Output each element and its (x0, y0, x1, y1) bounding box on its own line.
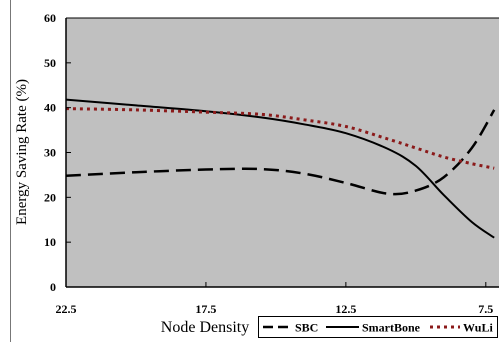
y-tick-label: 30 (44, 146, 56, 160)
y-tick-label: 60 (44, 11, 56, 25)
x-tick-label: 17.5 (195, 302, 216, 316)
y-tick-label: 20 (44, 190, 56, 204)
x-tick-label: 12.5 (335, 302, 356, 316)
x-tick-label: 22.5 (56, 302, 77, 316)
legend-label-sbc: SBC (295, 321, 318, 335)
legend-label-wuli: WuLi (463, 321, 493, 335)
y-tick-label: 10 (44, 235, 56, 249)
y-axis-label: Energy Saving Rate (%) (14, 79, 30, 225)
y-tick-label: 40 (44, 101, 56, 115)
x-axis-label: Node Density (161, 319, 249, 336)
series-line-smartbone (66, 98, 495, 239)
legend: SBC SmartBone WuLi (258, 316, 498, 338)
legend-label-smartbone: SmartBone (362, 321, 421, 335)
x-tick-label: 7.5 (478, 302, 493, 316)
axes-layer: 0 10 20 30 40 50 60 22.5 17.5 12.5 7.5 (44, 11, 499, 316)
series-line-wuli (66, 107, 495, 170)
y-tick-label: 0 (50, 280, 56, 294)
series-layer (66, 98, 496, 239)
legend-box (258, 316, 498, 338)
y-tick-label: 50 (44, 56, 56, 70)
